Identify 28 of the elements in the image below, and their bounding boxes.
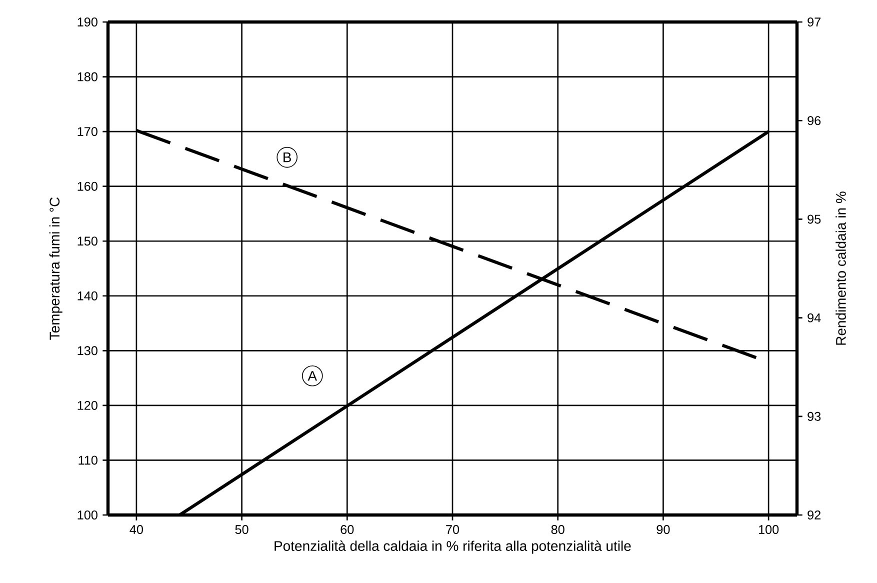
y2-tick-label: 94	[808, 313, 821, 322]
x-tick-label: 90	[656, 525, 670, 534]
y2-tick-label: 92	[808, 510, 821, 520]
y-tick-label: 110	[78, 456, 98, 465]
y2-tick-label: 96	[808, 116, 821, 126]
x-tick-label: 60	[340, 525, 354, 534]
annotation: A	[308, 371, 318, 381]
y2-tick-label: 95	[808, 214, 821, 224]
x-tick-label: 80	[551, 525, 564, 534]
y-tick-label: 130	[78, 346, 98, 356]
y-tick-label: 160	[78, 182, 98, 191]
y2-tick-label: 93	[808, 412, 821, 421]
y-tick-label: 100	[78, 510, 98, 520]
y2-axis-title: Rendimento caldaia in %	[836, 192, 846, 345]
y2-tick-label: 97	[808, 18, 821, 26]
x-axis-title: Potenzialità della caldaia in % riferita alla potenzialità utile	[274, 540, 631, 554]
annotation: B	[284, 152, 292, 162]
y-tick-label: 180	[78, 72, 98, 82]
y-tick-label: 190	[78, 18, 98, 26]
x-tick-label: 50	[235, 525, 248, 534]
y-axis-title: Temperatura fumi in °C	[49, 197, 62, 340]
y-tick-label: 170	[78, 127, 98, 136]
x-tick-label: 40	[130, 525, 143, 534]
x-tick-label: 70	[446, 525, 460, 534]
x-tick-label: 100	[758, 525, 779, 534]
y-tick-label: 140	[78, 291, 98, 300]
y-tick-label: 150	[78, 236, 98, 246]
y-tick-label: 120	[78, 400, 98, 410]
